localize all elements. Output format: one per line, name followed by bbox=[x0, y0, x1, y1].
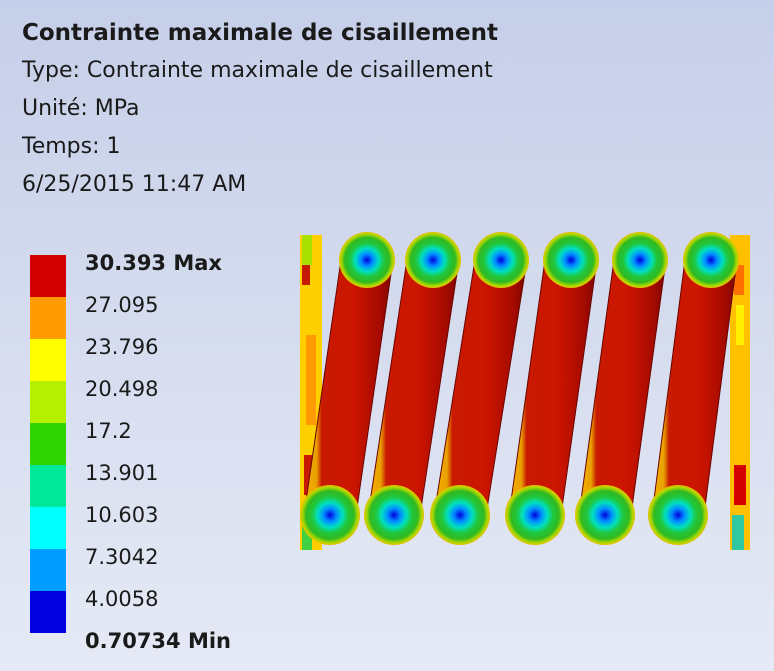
result-unit: Unité: MPa bbox=[22, 96, 140, 121]
result-title: Contrainte maximale de cisaillement bbox=[22, 20, 498, 46]
legend-tick-label: 7.3042 bbox=[85, 545, 159, 569]
legend-color-segment bbox=[30, 339, 66, 381]
legend-tick-label: 13.901 bbox=[85, 461, 159, 485]
legend-color-segment bbox=[30, 591, 66, 633]
legend-tick-label: 27.095 bbox=[85, 293, 159, 317]
roller-group bbox=[300, 232, 739, 545]
legend-max-label: 30.393 Max bbox=[85, 251, 222, 275]
roller-top-cap bbox=[543, 232, 599, 288]
legend-color-segment bbox=[30, 297, 66, 339]
legend-color-bar bbox=[30, 255, 66, 635]
legend-color-segment bbox=[30, 465, 66, 507]
result-time: Temps: 1 bbox=[22, 134, 121, 159]
roller-bottom-cap bbox=[364, 485, 424, 545]
roller-bottom-cap bbox=[300, 485, 360, 545]
cage-right-strip bbox=[730, 235, 750, 550]
legend-color-segment bbox=[30, 381, 66, 423]
roller-bottom-cap bbox=[575, 485, 635, 545]
legend-tick-label: 17.2 bbox=[85, 419, 132, 443]
legend-color-segment bbox=[30, 507, 66, 549]
roller-bottom-cap bbox=[648, 485, 708, 545]
legend-tick-label: 20.498 bbox=[85, 377, 159, 401]
result-date: 6/25/2015 11:47 AM bbox=[22, 172, 247, 197]
legend-tick-label: 4.0058 bbox=[85, 587, 159, 611]
legend-tick-label: 10.603 bbox=[85, 503, 159, 527]
legend-tick-label: 23.796 bbox=[85, 335, 159, 359]
result-type: Type: Contrainte maximale de cisaillemen… bbox=[22, 58, 493, 83]
roller-top-cap bbox=[339, 232, 395, 288]
roller-top-cap bbox=[405, 232, 461, 288]
stress-model[interactable] bbox=[290, 225, 760, 565]
roller-top-cap bbox=[473, 232, 529, 288]
roller-bottom-cap bbox=[505, 485, 565, 545]
roller-body bbox=[651, 259, 738, 516]
legend-color-segment bbox=[30, 423, 66, 465]
legend-color-segment bbox=[30, 255, 66, 297]
roller-top-cap bbox=[612, 232, 668, 288]
legend-color-segment bbox=[30, 549, 66, 591]
roller-bottom-cap bbox=[430, 485, 490, 545]
legend-min-label: 0.70734 Min bbox=[85, 629, 232, 653]
result-header: Contrainte maximale de cisaillement Type… bbox=[22, 14, 498, 204]
roller-top-cap bbox=[683, 232, 739, 288]
